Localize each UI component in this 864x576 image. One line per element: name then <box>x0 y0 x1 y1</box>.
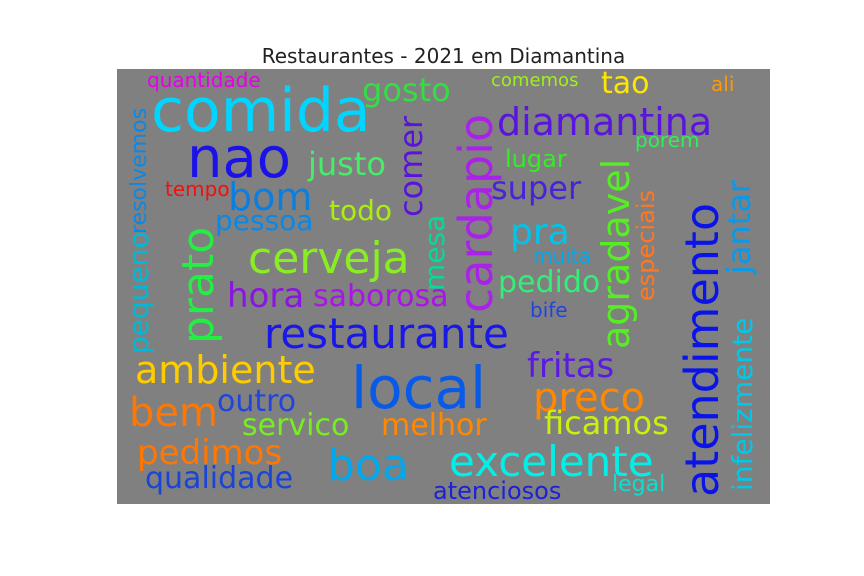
word-hora: hora <box>227 276 305 316</box>
word-pedimos: pedimos <box>137 433 283 473</box>
word-atenciosos: atenciosos <box>433 477 562 504</box>
word-melhor: melhor <box>381 408 487 443</box>
word-justo: justo <box>308 145 386 183</box>
chart-title: Restaurantes - 2021 em Diamantina <box>261 44 626 68</box>
word-nao: nao <box>187 126 292 191</box>
word-agradavel: agradavel <box>594 158 638 349</box>
word-quantidade: quantidade <box>147 69 261 92</box>
word-excelente: excelente <box>449 437 654 486</box>
word-local: local <box>351 354 487 422</box>
word-legal: legal <box>612 472 666 497</box>
word-cardapio: cardapio <box>449 113 503 313</box>
word-outro: outro <box>217 384 297 419</box>
word-pedido: pedido <box>498 265 601 300</box>
word-super: super <box>491 169 582 207</box>
word-ficamos: ficamos <box>544 404 669 442</box>
word-bem: bem <box>129 390 218 436</box>
word-especiais: especiais <box>632 189 660 301</box>
word-mesa: mesa <box>418 214 451 291</box>
word-servico: servico <box>242 408 350 443</box>
word-comida: comida <box>151 76 371 146</box>
word-bom: bom <box>228 175 313 219</box>
word-muita: muita <box>533 244 591 268</box>
word-ali: ali <box>711 72 735 96</box>
word-jantar: jantar <box>720 179 758 274</box>
word-porem: porem <box>635 128 700 152</box>
word-cloud: quantidade comemos tao ali gosto comida … <box>117 69 770 504</box>
word-todo: todo <box>329 194 393 227</box>
word-gosto: gosto <box>362 71 451 109</box>
word-boa: boa <box>327 440 409 491</box>
word-preco: preco <box>533 375 646 421</box>
word-bife: bife <box>530 298 568 322</box>
word-comemos: comemos <box>491 70 579 91</box>
word-infelizmente: infelizmente <box>726 317 759 491</box>
word-ambiente: ambiente <box>135 348 316 392</box>
word-pessoa: pessoa <box>215 204 314 237</box>
word-comer: comer <box>392 115 430 217</box>
word-saborosa: saborosa <box>313 279 449 314</box>
word-restaurante: restaurante <box>264 309 509 358</box>
word-cerveja: cerveja <box>248 233 410 284</box>
word-atendimento: atendimento <box>675 202 729 497</box>
word-pequeno: pequeno <box>122 231 155 354</box>
word-fritas: fritas <box>527 346 615 386</box>
word-tao: tao <box>601 69 650 101</box>
word-resolvemos: resolvemos <box>127 107 152 234</box>
word-lugar: lugar <box>505 145 567 173</box>
word-qualidade: qualidade <box>145 461 294 496</box>
word-tempo: tempo <box>165 177 230 201</box>
word-prato: prato <box>173 226 224 344</box>
word-diamantina: diamantina <box>497 100 713 144</box>
word-pra: pra <box>510 212 570 253</box>
